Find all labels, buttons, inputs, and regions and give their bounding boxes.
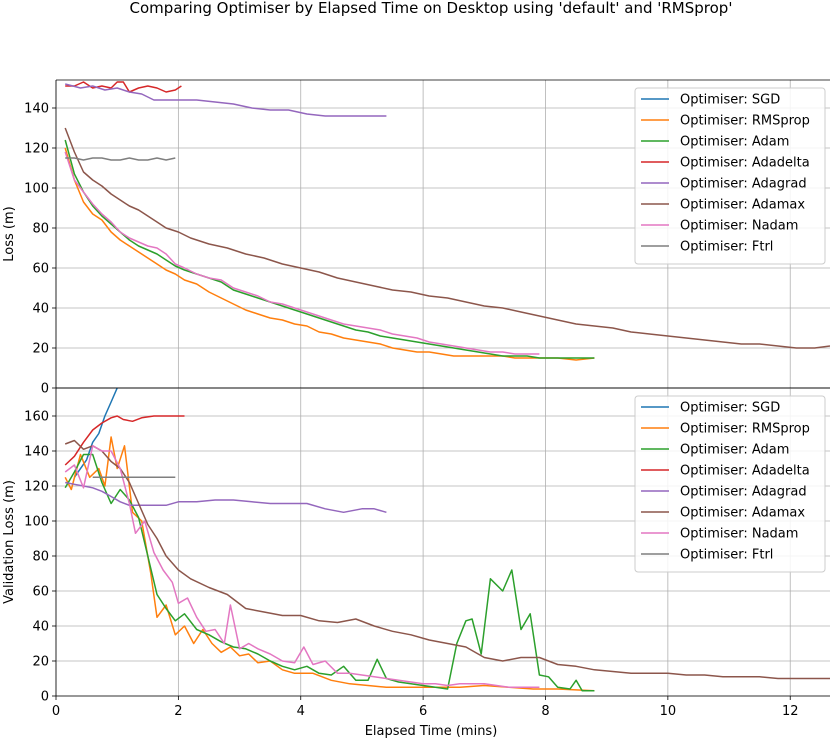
val-loss-series-line-adam (64, 453, 595, 692)
val-loss-y-tick-label: 80 (32, 550, 49, 565)
loss-series-line-adamax (64, 127, 830, 349)
loss-y-tick-label: 40 (32, 302, 49, 317)
loss-series-line-rmsprop (64, 147, 595, 361)
loss-legend-label: Optimiser: SGD (680, 93, 780, 108)
loss-legend-label: Optimiser: Nadam (680, 219, 798, 234)
val-loss-x-tick-label: 4 (297, 704, 305, 719)
loss-series-line-nadam (64, 151, 540, 355)
loss-legend: Optimiser: SGD Optimiser: RMSprop Optimise… (634, 87, 826, 265)
val-loss-x-tick-label: 6 (419, 704, 427, 719)
val-loss-legend-label: Optimiser: Nadam (680, 527, 798, 542)
loss-y-tick-label: 20 (32, 342, 49, 357)
val-loss-x-tick-label: 10 (660, 704, 677, 719)
loss-series-line-ftrl (65, 157, 176, 161)
loss-series-line-adadelta (65, 81, 182, 93)
loss-panel: 0 20 40 60 80 100 120 140 Loss (m) Optimiser: SGD… (2, 79, 830, 397)
val-loss-y-axis-label: Validation Loss (m) (2, 480, 17, 604)
val-loss-x-tick-label: 12 (782, 704, 799, 719)
validation-loss-panel: 0 20 40 60 80 100 120 140 160 0 2 4 6 8 10 12 Validation… (2, 387, 830, 739)
loss-legend-label: Optimiser: Adam (680, 135, 789, 150)
val-loss-y-tick-label: 60 (32, 585, 49, 600)
val-loss-legend: Optimiser: SGD Optimiser: RMSprop Optimise… (634, 395, 826, 573)
val-loss-series-line-adamax (64, 439, 830, 680)
val-loss-legend-label: Optimiser: SGD (680, 401, 780, 416)
val-loss-x-axis-label: Elapsed Time (mins) (365, 724, 498, 739)
loss-y-tick-label: 120 (24, 142, 49, 157)
loss-legend-label: Optimiser: Adadelta (680, 156, 810, 171)
val-loss-y-tick-label: 160 (24, 410, 49, 425)
val-loss-series-line-rmsprop (64, 436, 595, 692)
val-loss-legend-label: Optimiser: RMSprop (680, 422, 810, 437)
figure-title: Comparing Optimiser by Elapsed Time on D… (130, 0, 733, 17)
loss-legend-label: Optimiser: RMSprop (680, 114, 810, 129)
loss-y-tick-label: 60 (32, 262, 49, 277)
val-loss-legend-label: Optimiser: Adam (680, 443, 789, 458)
loss-series-line-adagrad (65, 83, 387, 117)
val-loss-series-line-adadelta (64, 415, 185, 466)
val-loss-y-tick-label: 0 (41, 690, 49, 705)
loss-y-axis-label: Loss (m) (2, 206, 17, 261)
val-loss-series-line-sgd (73, 388, 118, 478)
val-loss-legend-label: Optimiser: Ftrl (680, 548, 773, 563)
val-loss-legend-label: Optimiser: Adamax (680, 506, 805, 521)
val-loss-y-tick-label: 20 (32, 655, 49, 670)
val-loss-series-line-nadam (64, 445, 540, 689)
loss-legend-label: Optimiser: Adamax (680, 198, 805, 213)
loss-legend-label: Optimiser: Adagrad (680, 177, 807, 192)
val-loss-x-tick-label: 0 (52, 704, 60, 719)
val-loss-y-tick-label: 40 (32, 620, 49, 635)
val-loss-legend-label: Optimiser: Adagrad (680, 485, 807, 500)
val-loss-series-line-adagrad (65, 481, 387, 514)
val-loss-x-tick-label: 8 (541, 704, 549, 719)
loss-y-tick-label: 80 (32, 222, 49, 237)
val-loss-y-tick-label: 140 (24, 445, 49, 460)
loss-y-tick-label: 0 (41, 382, 49, 397)
loss-legend-label: Optimiser: Ftrl (680, 240, 773, 255)
loss-y-tick-label: 100 (24, 182, 49, 197)
val-loss-y-tick-label: 100 (24, 515, 49, 530)
loss-y-tick-label: 140 (24, 102, 49, 117)
loss-series-line-adam (64, 139, 595, 359)
val-loss-x-tick-label: 2 (174, 704, 182, 719)
val-loss-legend-label: Optimiser: Adadelta (680, 464, 810, 479)
val-loss-y-tick-label: 120 (24, 480, 49, 495)
